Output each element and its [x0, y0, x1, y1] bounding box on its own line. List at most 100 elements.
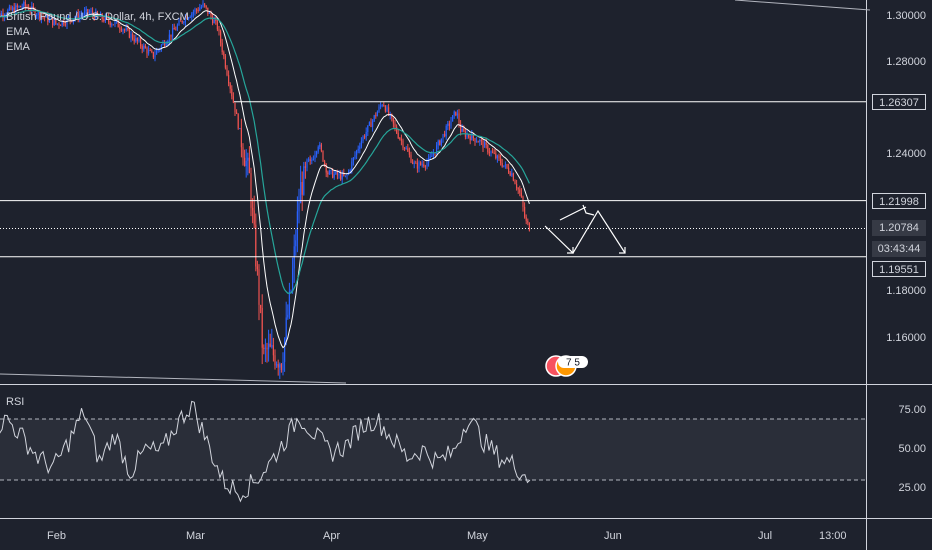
candle-body [277, 364, 279, 368]
candle-body [356, 150, 358, 156]
candle-body [40, 15, 42, 19]
event-count: 7 5 [566, 358, 580, 369]
candle-body [320, 144, 322, 151]
candle-body [264, 347, 266, 349]
candle-body [319, 144, 321, 147]
level-tag-lower[interactable]: 1.19551 [872, 261, 926, 277]
candle-body [250, 173, 252, 208]
trendline-bottom [0, 373, 347, 384]
candle-body [301, 181, 303, 195]
rsi-tick: 75.00 [898, 404, 926, 416]
candle-body [405, 148, 407, 150]
candle-body [124, 29, 126, 31]
candle-body [165, 43, 167, 46]
candle-body [293, 246, 295, 269]
candle-body [495, 153, 497, 159]
candle-body [444, 134, 446, 137]
candle-body [239, 128, 241, 130]
candle-body [7, 9, 9, 15]
symbol-title[interactable]: British Pound / U.S. Dollar, 4h, FXCM [6, 11, 189, 23]
time-label: Mar [186, 530, 205, 542]
candle-body [290, 290, 292, 292]
candle-body [284, 338, 286, 362]
candle-body [348, 170, 350, 175]
candle-body [53, 20, 55, 26]
candle-body [381, 105, 383, 107]
candle-body [282, 361, 284, 370]
candle-body [268, 343, 270, 350]
chart-legend: British Pound / U.S. Dollar, 4h, FXCM EM… [6, 10, 189, 55]
candle-body [36, 14, 38, 16]
candle-body [20, 6, 22, 8]
candle-body [287, 314, 289, 318]
candle-body [445, 125, 447, 137]
candle-body [120, 28, 122, 31]
projection-arrows[interactable] [544, 204, 626, 254]
event-badge[interactable]: 7 5 [544, 354, 590, 378]
candle-body [412, 162, 414, 164]
resistance-level-tag[interactable]: 1.26307 [872, 94, 926, 110]
candle-body [50, 18, 52, 20]
candle-body [439, 140, 441, 145]
candle-body [240, 128, 242, 148]
candle-body [132, 34, 134, 40]
candle-body [506, 164, 508, 168]
candle-body [244, 157, 246, 167]
drawing-levels[interactable] [0, 0, 871, 384]
candle-body [463, 128, 465, 132]
candle-body [47, 15, 49, 22]
candle-body [386, 107, 388, 112]
candle-body [472, 133, 474, 139]
candle-body [378, 106, 380, 112]
candle-body [228, 75, 230, 84]
candle-body [164, 42, 166, 46]
candle-body [221, 42, 223, 53]
candle-body [424, 166, 426, 168]
candle-body [394, 123, 396, 127]
candle-body [95, 11, 97, 19]
candle-body [437, 140, 439, 146]
candle-body [212, 16, 214, 24]
candle-body [183, 22, 185, 24]
ema-slow-line [0, 9, 530, 294]
candle-body [300, 181, 302, 204]
candle-body [140, 39, 142, 47]
candle-body [410, 154, 412, 163]
candle-body [101, 13, 103, 20]
candle-body [92, 11, 94, 15]
candle-body [384, 106, 386, 112]
candle-body [258, 269, 260, 305]
candle-body [157, 49, 159, 51]
time-label: Jul [758, 530, 773, 542]
price-tick: 1.18000 [886, 285, 926, 297]
candle-body [218, 29, 220, 32]
candle-body [237, 114, 239, 129]
candle-body [77, 13, 79, 20]
last-price-tag: 1.20784 [872, 220, 926, 236]
candle-body [18, 6, 20, 8]
candle-body [199, 8, 201, 11]
candle-body [63, 20, 65, 25]
candle-body [181, 20, 183, 23]
candle-body [288, 291, 290, 315]
candle-body [256, 266, 258, 270]
candle-body [516, 184, 518, 189]
ema-legend-1[interactable]: EMA [6, 26, 30, 38]
candle-body [37, 11, 39, 15]
candle-body [28, 7, 30, 11]
candle-body [149, 50, 151, 52]
rsi-legend[interactable]: RSI [6, 396, 25, 408]
candle-body [426, 162, 428, 167]
candle-body [216, 20, 218, 30]
candle-body [23, 1, 25, 7]
level-tag-upper[interactable]: 1.21998 [872, 193, 926, 209]
time-label: May [467, 530, 488, 542]
candle-body [308, 159, 310, 161]
candle-body [408, 151, 410, 155]
ema-legend-2[interactable]: EMA [6, 41, 30, 53]
candle-body [61, 20, 63, 26]
candle-body [455, 111, 457, 116]
candle-body [168, 34, 170, 42]
candle-body [119, 27, 121, 29]
